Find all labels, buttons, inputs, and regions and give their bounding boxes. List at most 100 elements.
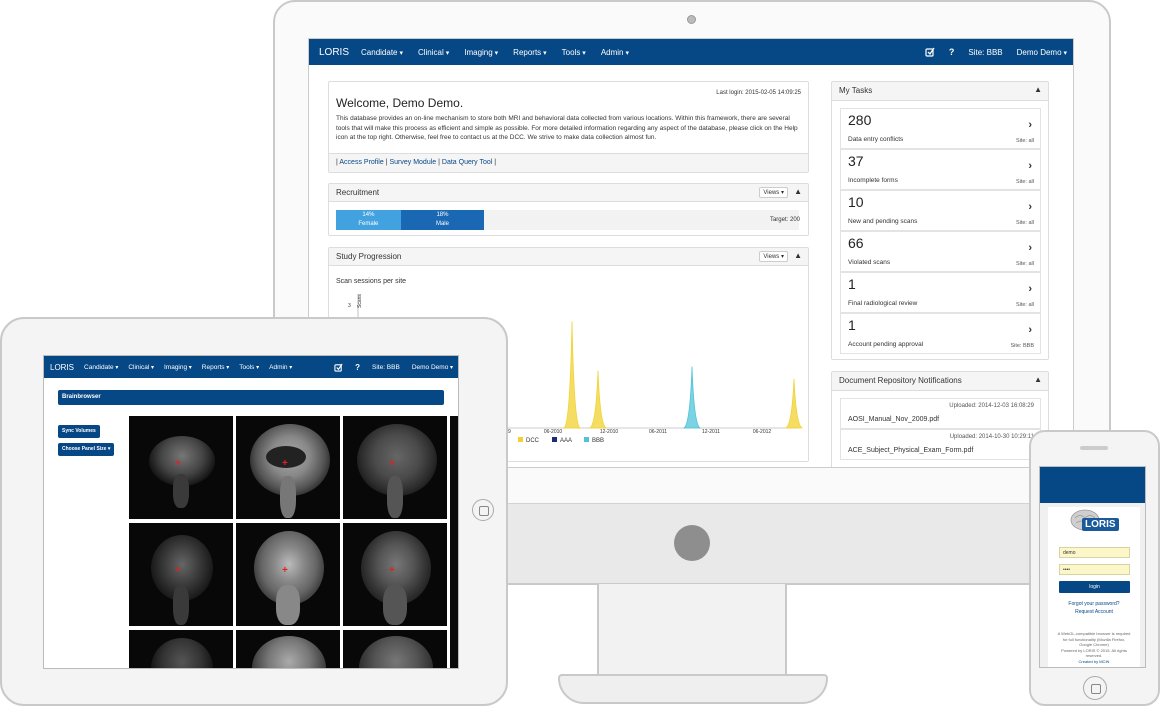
task-site: Site: all — [1015, 302, 1034, 308]
request-account-link[interactable]: Request Account — [1075, 609, 1113, 615]
mri-sagittal-3[interactable]: + — [343, 416, 447, 519]
menu-reports[interactable]: Reports — [202, 364, 229, 371]
male-pct: 18% — [436, 212, 449, 218]
progression-views-button[interactable]: Views ▾ — [759, 251, 788, 262]
chevron-right-icon: › — [1028, 242, 1032, 254]
male-bar: 18% Male — [400, 210, 485, 230]
collapse-icon[interactable]: ▲ — [794, 251, 802, 260]
crosshair-icon: + — [389, 458, 395, 469]
legend-label-bbb[interactable]: BBB — [592, 438, 604, 444]
task-item[interactable]: 1 Final radiological review › Site: all — [840, 272, 1041, 313]
edit-check-icon[interactable] — [925, 47, 935, 57]
male-label: Male — [435, 221, 449, 227]
link-access-profile[interactable]: Access Profile — [339, 159, 384, 166]
recruitment-title: Recruitment — [336, 188, 380, 197]
doc-filename[interactable]: ACE_Subject_Physical_Exam_Form.pdf — [848, 447, 974, 454]
task-label: Violated scans — [848, 259, 891, 266]
tablet-home-button — [472, 499, 494, 521]
mri-coronal-2[interactable]: + — [236, 523, 340, 626]
x-tick-label: 12-2011 — [702, 429, 720, 435]
task-item[interactable]: 37 Incomplete forms › Site: all — [840, 149, 1041, 190]
welcome-links: | Access Profile | Survey Module | Data … — [329, 153, 808, 172]
doc-filename[interactable]: AOSI_Manual_Nov_2009.pdf — [848, 416, 940, 423]
help-icon[interactable]: ? — [355, 362, 360, 372]
recruitment-target: Target: 200 — [769, 217, 800, 223]
brand-logo[interactable]: LORIS — [319, 46, 350, 58]
brand-logo[interactable]: LORIS — [50, 362, 75, 372]
menu-tools[interactable]: Tools — [239, 364, 259, 371]
collapse-icon[interactable]: ▲ — [1034, 375, 1042, 384]
chevron-right-icon: › — [1028, 119, 1032, 131]
desktop-screen: LORIS Candidate Clinical Imaging Reports… — [308, 38, 1074, 468]
mri-coronal-3[interactable]: + — [343, 523, 447, 626]
task-count: 10 — [848, 194, 864, 210]
series-peak-bbb — [682, 366, 702, 429]
menu-tools[interactable]: Tools — [562, 48, 586, 57]
choose-panel-size-button[interactable]: Choose Panel Size ▾ — [58, 443, 115, 456]
chevron-right-icon: › — [1028, 283, 1032, 295]
chart-legend: DCC AAA BBB — [518, 437, 604, 444]
y-axis-label: Scans — [357, 294, 363, 308]
username-field[interactable]: demo — [1059, 547, 1130, 558]
mri-coronal-1[interactable]: + — [129, 523, 233, 626]
series-peak-dcc — [562, 321, 582, 429]
menu-clinical[interactable]: Clinical — [128, 364, 154, 371]
welcome-text: This database provides an on-line mechan… — [336, 115, 798, 141]
recruitment-views-button[interactable]: Views ▾ — [759, 187, 788, 198]
sync-volumes-button[interactable]: Sync Volumes — [58, 425, 100, 438]
x-tick-label: 06-2010 — [544, 429, 563, 435]
mri-axial-2[interactable] — [236, 630, 340, 668]
edit-check-icon[interactable] — [334, 363, 343, 372]
phone-home-button — [1083, 676, 1107, 700]
forgot-password-link[interactable]: Forgot your password? — [1068, 601, 1120, 607]
my-tasks-panel: My Tasks ▲ 280 Data entry conflicts › Si… — [831, 81, 1049, 360]
menu-reports[interactable]: Reports — [513, 48, 546, 57]
login-footer: A WebGL-compatible browser is required f… — [1057, 631, 1131, 664]
phone-speaker — [1080, 446, 1108, 450]
task-count: 1 — [848, 276, 856, 292]
mri-sagittal-2[interactable]: + — [236, 416, 340, 519]
task-site: Site: all — [1015, 220, 1034, 226]
phone-screen: LORIS demo •••• login Forgot your passwo… — [1039, 466, 1146, 668]
mri-axial-1[interactable] — [129, 630, 233, 668]
task-item[interactable]: 1 Account pending approval › Site: BBB — [840, 313, 1041, 354]
menu-clinical[interactable]: Clinical — [418, 48, 449, 57]
progression-title: Study Progression — [336, 252, 402, 261]
progression-header: Study Progression Views ▾ ▲ — [329, 248, 808, 266]
user-menu[interactable]: Demo Demo — [1017, 48, 1067, 57]
help-icon[interactable]: ? — [948, 47, 955, 57]
login-button[interactable]: login — [1059, 581, 1130, 593]
legend-label-dcc[interactable]: DCC — [526, 438, 540, 444]
docs-header: Document Repository Notifications ▲ — [832, 372, 1048, 391]
mri-axial-3[interactable] — [343, 630, 447, 668]
task-item[interactable]: 280 Data entry conflicts › Site: all — [840, 108, 1041, 149]
crosshair-icon: + — [175, 565, 181, 576]
site-label: Site: BBB — [968, 47, 1003, 57]
collapse-icon[interactable]: ▲ — [794, 187, 802, 196]
legend-swatch-aaa — [552, 437, 557, 442]
doc-item[interactable]: Uploaded: 2014-10-30 10:29:11 ACE_Subjec… — [840, 429, 1041, 460]
mri-sagittal-1[interactable]: + — [129, 416, 233, 519]
menu-imaging[interactable]: Imaging — [464, 48, 498, 57]
tasks-header: My Tasks ▲ — [832, 82, 1048, 101]
link-survey-module[interactable]: Survey Module — [389, 159, 437, 166]
task-site: Site: all — [1015, 138, 1034, 144]
chart-series-areas — [562, 321, 804, 429]
task-item[interactable]: 66 Violated scans › Site: all — [840, 231, 1041, 272]
legend-label-aaa[interactable]: AAA — [560, 438, 572, 444]
link-data-query-tool[interactable]: Data Query Tool — [441, 159, 493, 166]
collapse-icon[interactable]: ▲ — [1034, 85, 1042, 94]
menu-admin[interactable]: Admin — [269, 364, 292, 371]
task-item[interactable]: 10 New and pending scans › Site: all — [840, 190, 1041, 231]
menu-imaging[interactable]: Imaging — [164, 364, 192, 371]
menu-candidate[interactable]: Candidate — [84, 364, 118, 371]
docs-title: Document Repository Notifications — [839, 376, 962, 385]
menu-admin[interactable]: Admin — [601, 48, 629, 57]
menu-candidate[interactable]: Candidate — [361, 48, 403, 57]
crosshair-icon: + — [175, 458, 181, 469]
doc-item[interactable]: Uploaded: 2014-12-03 16:08:29 AOSI_Manua… — [840, 398, 1041, 429]
x-tick-label: 06-2011 — [649, 429, 667, 435]
user-menu[interactable]: Demo Demo — [412, 364, 453, 371]
site-label: Site: BBB — [372, 363, 400, 371]
password-field[interactable]: •••• — [1059, 564, 1130, 575]
